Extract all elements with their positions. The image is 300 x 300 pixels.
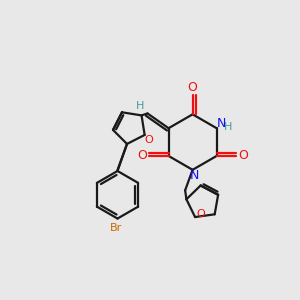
Text: O: O xyxy=(196,209,206,219)
Text: O: O xyxy=(144,135,153,145)
Text: O: O xyxy=(188,81,197,94)
Text: H: H xyxy=(136,100,145,110)
Text: N: N xyxy=(190,169,199,182)
Text: H: H xyxy=(224,122,233,132)
Text: Br: Br xyxy=(110,224,122,233)
Text: O: O xyxy=(137,149,147,162)
Text: N: N xyxy=(217,117,226,130)
Text: O: O xyxy=(238,149,248,162)
